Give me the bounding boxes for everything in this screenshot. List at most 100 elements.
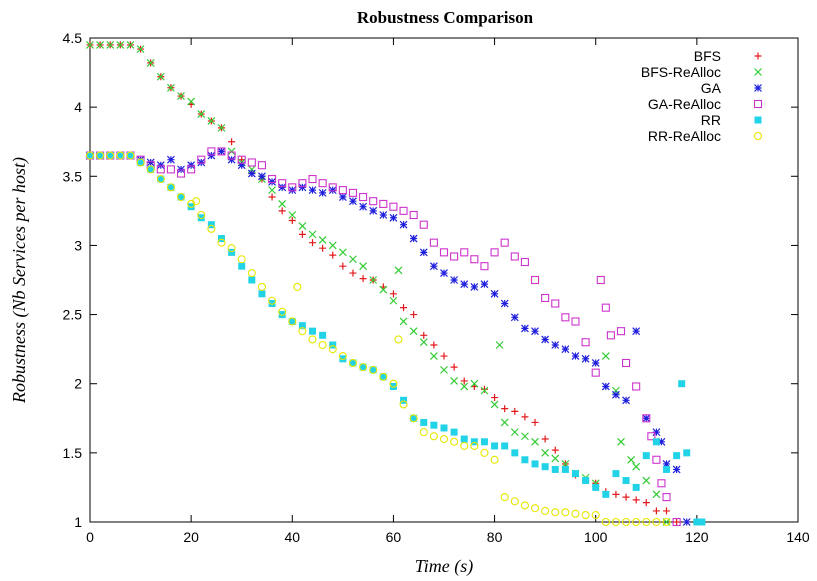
legend-marker	[753, 131, 763, 141]
data-point	[400, 304, 408, 312]
y-tick-label: 3.5	[63, 168, 83, 184]
data-point	[500, 493, 509, 502]
data-point	[606, 331, 615, 340]
data-point	[632, 496, 640, 504]
data-point	[682, 518, 691, 526]
data-point	[450, 363, 458, 371]
data-point	[642, 517, 651, 527]
y-tick-label: 4.5	[63, 30, 83, 46]
data-point	[116, 152, 124, 160]
data-point	[268, 300, 276, 308]
data-point	[176, 192, 186, 202]
data-point	[318, 179, 327, 188]
data-point	[612, 470, 620, 478]
data-point	[652, 490, 661, 499]
data-point	[106, 151, 115, 160]
data-point	[309, 327, 317, 335]
data-point	[328, 183, 337, 192]
data-point	[237, 255, 246, 264]
data-point	[419, 338, 428, 347]
data-point	[612, 490, 620, 498]
legend-label: BFS-ReAlloc	[641, 64, 721, 80]
data-point	[541, 463, 549, 471]
data-point	[582, 477, 590, 485]
data-point	[693, 518, 701, 526]
data-point	[399, 317, 408, 326]
data-point	[369, 197, 378, 206]
data-point	[470, 255, 479, 264]
data-point	[389, 382, 397, 390]
data-point	[192, 197, 201, 206]
data-point	[379, 285, 388, 294]
data-point	[308, 175, 317, 184]
data-point	[571, 352, 580, 360]
y-axis-label: Robustness (Nb Services per host)	[9, 157, 30, 404]
data-point	[146, 158, 155, 167]
data-point	[338, 186, 347, 195]
data-point	[207, 147, 216, 156]
data-point	[348, 188, 358, 197]
data-point	[369, 276, 378, 284]
data-point	[187, 203, 195, 211]
data-point	[268, 177, 276, 186]
data-point	[288, 317, 297, 326]
legend-label: BFS	[694, 48, 721, 64]
data-point	[359, 363, 367, 371]
data-point	[298, 327, 307, 336]
data-point	[177, 193, 185, 201]
data-point	[491, 394, 499, 402]
data-point	[298, 230, 306, 238]
data-point	[698, 518, 706, 526]
data-point	[146, 58, 155, 67]
data-point	[657, 437, 666, 446]
data-point	[369, 366, 377, 374]
data-point	[379, 372, 388, 381]
data-point	[490, 455, 499, 464]
series-ga	[86, 147, 691, 526]
data-point	[419, 248, 428, 257]
data-point	[217, 147, 226, 156]
data-point	[359, 275, 367, 283]
data-point	[409, 414, 418, 423]
data-point	[156, 161, 165, 170]
data-point	[591, 511, 600, 520]
data-point	[551, 454, 560, 463]
data-point	[308, 335, 317, 344]
chart-title: Robustness Comparison	[357, 8, 534, 27]
data-point	[495, 341, 504, 349]
data-point	[627, 455, 636, 464]
data-point	[318, 235, 327, 244]
data-point	[156, 175, 165, 184]
data-point	[480, 280, 489, 289]
data-point	[126, 152, 134, 160]
data-point	[278, 311, 286, 319]
data-point	[136, 158, 145, 167]
data-point	[278, 307, 287, 316]
data-point	[258, 172, 266, 181]
data-point	[207, 151, 216, 160]
data-point	[531, 327, 539, 336]
data-point	[420, 418, 428, 426]
data-point	[673, 452, 681, 460]
data-point	[409, 210, 418, 220]
data-point	[500, 299, 509, 308]
data-point	[531, 437, 539, 446]
data-point	[247, 269, 256, 278]
data-point	[318, 188, 327, 197]
data-point	[197, 155, 206, 164]
plot-frame	[89, 37, 799, 523]
data-point	[96, 40, 105, 49]
data-point	[329, 251, 337, 259]
data-point	[389, 379, 398, 388]
data-point	[137, 158, 145, 166]
data-point	[389, 290, 397, 298]
y-tick-label: 2.5	[63, 307, 83, 323]
data-point	[601, 382, 610, 391]
data-point	[298, 183, 307, 192]
data-point	[328, 186, 337, 195]
data-point	[338, 248, 347, 257]
data-point	[177, 165, 185, 174]
data-point	[86, 152, 94, 160]
data-point	[419, 220, 428, 229]
